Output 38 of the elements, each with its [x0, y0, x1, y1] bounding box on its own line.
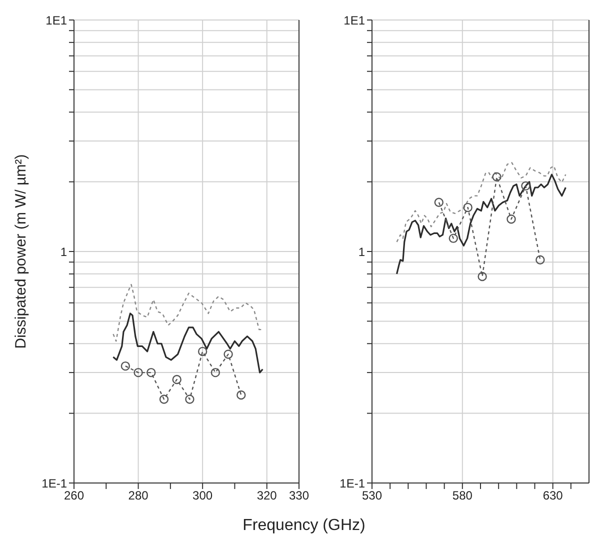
x-axis-title: Frequency (GHz): [242, 517, 366, 535]
y-axis-title: Dissipated power (m W/ µm²): [12, 154, 30, 349]
x-tick-label: 580: [452, 488, 473, 503]
x-tick-label: 300: [192, 488, 213, 503]
point: [492, 172, 502, 182]
x-tick-label: 530: [362, 488, 382, 503]
point: [159, 394, 169, 404]
line-series: [396, 162, 566, 243]
point: [236, 390, 246, 400]
point: [521, 181, 530, 191]
point: [146, 368, 156, 378]
x-tick-label: 260: [64, 488, 84, 503]
point: [172, 374, 182, 384]
y-tick-label: 1E1: [344, 13, 366, 28]
x-tick-label: 330: [288, 488, 310, 503]
point: [210, 368, 220, 378]
point: [434, 198, 444, 207]
y-tick-label: 1E-1: [340, 476, 366, 490]
point: [224, 350, 233, 359]
point: [506, 214, 516, 224]
y-tick-label: 1E-1: [42, 476, 68, 490]
line-series: [112, 312, 264, 374]
x-tick-label: 280: [128, 488, 149, 503]
line-series: [396, 174, 566, 275]
x-tick-label: 320: [256, 488, 278, 503]
point: [448, 234, 458, 243]
point: [478, 272, 487, 282]
line-series: [112, 284, 264, 342]
point: [120, 361, 130, 371]
y-tick-label: 1: [358, 244, 366, 259]
point: [185, 394, 194, 404]
y-tick-label: 1: [60, 244, 68, 259]
point: [536, 255, 545, 264]
point: [134, 368, 143, 378]
y-tick-label: 1E1: [46, 13, 68, 28]
point: [198, 346, 208, 356]
point: [463, 202, 472, 212]
x-tick-label: 630: [542, 488, 564, 503]
